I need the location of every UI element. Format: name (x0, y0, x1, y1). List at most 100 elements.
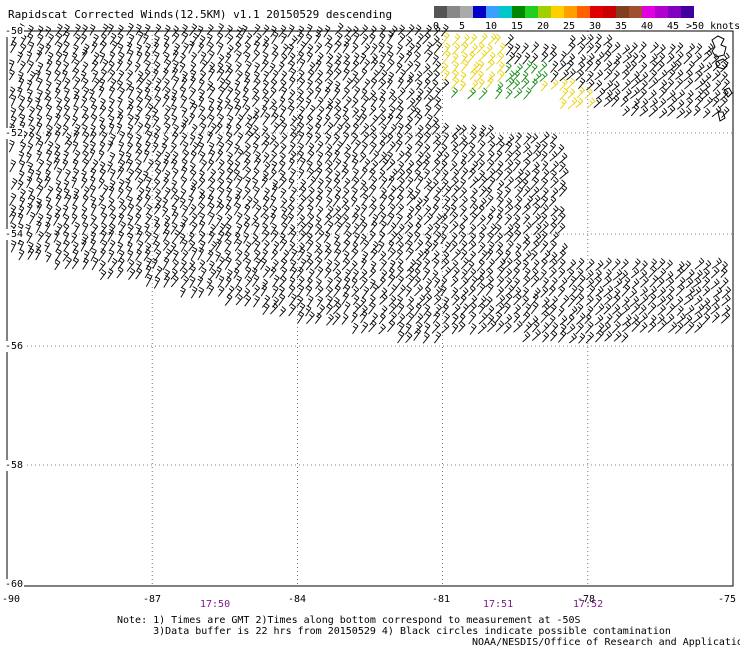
wind-barb (19, 113, 26, 126)
wind-barb (521, 77, 530, 90)
wind-barb (35, 69, 41, 82)
wind-barb (603, 34, 613, 46)
wind-barb (162, 93, 170, 108)
wind-barb (154, 85, 161, 99)
wind-barb (415, 175, 424, 189)
wind-barb (316, 96, 324, 109)
coastline (711, 35, 733, 122)
wind-barb (495, 320, 505, 333)
wind-barb (235, 148, 244, 162)
wind-barb (406, 259, 417, 272)
wind-barb (233, 89, 241, 101)
wind-barb (495, 241, 504, 253)
wind-barb (90, 195, 97, 207)
wind-barb (469, 68, 478, 80)
wind-barb (450, 259, 459, 271)
wind-barb (665, 270, 674, 281)
wind-barb (127, 103, 134, 116)
wind-barb (523, 195, 533, 208)
wind-barb (36, 114, 43, 126)
wind-barb (144, 264, 152, 278)
wind-barb (63, 40, 70, 53)
wind-barb (323, 231, 331, 243)
wind-barb (45, 95, 52, 108)
wind-barb (62, 50, 69, 62)
wind-barb (197, 25, 204, 38)
wind-barb (135, 267, 143, 280)
wind-barb (188, 87, 196, 100)
wind-barb (575, 322, 584, 335)
wind-barb (386, 158, 396, 171)
wind-barb (566, 53, 576, 65)
wind-barb (540, 168, 550, 181)
wind-barb (118, 87, 125, 99)
wind-barb (467, 260, 475, 272)
wind-barb (359, 304, 368, 317)
wind-barb (685, 269, 695, 281)
wind-barb (495, 213, 503, 225)
wind-barb (387, 185, 397, 198)
wind-barb (278, 176, 287, 189)
wind-barb (308, 175, 317, 188)
wind-barb (395, 248, 404, 261)
wind-barb (504, 34, 514, 47)
wind-barb (532, 320, 540, 333)
wind-barb (441, 79, 450, 91)
wind-barb (712, 69, 721, 82)
wind-barb (99, 269, 107, 281)
wind-barb (154, 77, 162, 91)
wind-barb (81, 169, 87, 181)
wind-barb (314, 42, 323, 54)
wind-barb (72, 140, 79, 153)
wind-barb (657, 258, 666, 270)
wind-barb (486, 213, 494, 226)
wind-barb (629, 42, 638, 54)
wind-barb (332, 259, 341, 272)
wind-barb (108, 115, 115, 127)
wind-barb (180, 286, 186, 298)
wind-barb (568, 35, 576, 47)
wind-barb (305, 258, 314, 271)
wind-barb (278, 79, 287, 92)
wind-barb (405, 176, 414, 189)
wind-barb (531, 167, 540, 181)
wind-barb (162, 256, 170, 271)
wind-barb (414, 107, 421, 118)
wind-barb (306, 311, 315, 324)
wind-barb (424, 24, 432, 37)
wind-barb (522, 311, 531, 324)
wind-barb (485, 124, 494, 137)
wind-barb (423, 310, 432, 324)
wind-barb (326, 295, 333, 308)
wind-barb (630, 52, 639, 64)
wind-barb (90, 97, 97, 109)
wind-barb (540, 286, 549, 298)
wind-barb (279, 142, 287, 154)
wind-barb (136, 240, 144, 253)
wind-barb (414, 169, 421, 182)
wind-barb (477, 60, 485, 73)
wind-barb (431, 240, 439, 252)
wind-barb (27, 32, 34, 45)
wind-barb (657, 319, 667, 332)
wind-barb (217, 22, 225, 36)
wind-barb (504, 277, 513, 289)
wind-barb (109, 151, 116, 164)
wind-barb (117, 150, 125, 164)
wind-barb (99, 78, 106, 91)
wind-barb (207, 230, 215, 244)
wind-barb (280, 53, 288, 64)
wind-barb (675, 322, 684, 334)
wind-barb (485, 186, 493, 198)
wind-barb (405, 159, 415, 172)
wind-barb (153, 240, 160, 252)
wind-barb (333, 248, 342, 261)
wind-barb (351, 311, 358, 323)
wind-barb (361, 131, 370, 144)
lon-label: -75 (718, 594, 737, 605)
wind-barb (506, 51, 515, 64)
wind-barb (305, 132, 313, 146)
wind-barb (449, 204, 457, 216)
wind-barb (512, 70, 520, 82)
wind-barb (386, 31, 394, 44)
